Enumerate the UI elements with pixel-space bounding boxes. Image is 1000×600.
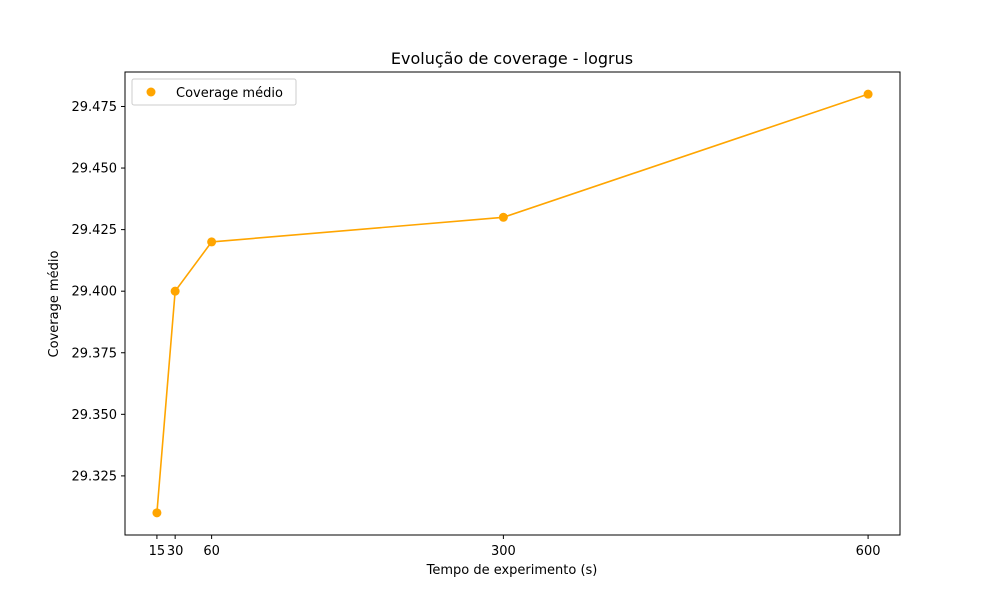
x-tick-label: 30 bbox=[167, 544, 184, 559]
y-tick-label: 29.475 bbox=[72, 100, 118, 115]
legend-frame bbox=[131, 78, 297, 106]
x-tick-label: 60 bbox=[203, 544, 220, 559]
axis-ticks: 15 30 60 300 600 29.325 29.350 29.375 29.400 29.4… bbox=[72, 100, 881, 559]
legend: Coverage médio bbox=[131, 78, 297, 106]
legend-marker bbox=[146, 87, 156, 97]
x-tick-label: 600 bbox=[856, 544, 881, 559]
series-line-coverage-medio bbox=[156, 93, 869, 513]
legend-entry-coverage-medio: Coverage médio bbox=[176, 86, 283, 101]
data-point bbox=[863, 89, 873, 99]
series-group bbox=[152, 89, 873, 518]
y-tick-label: 29.425 bbox=[72, 223, 118, 238]
y-tick-label: 29.400 bbox=[72, 285, 118, 300]
data-point bbox=[170, 286, 180, 296]
data-point bbox=[498, 212, 508, 222]
chart-title: Evolução de coverage - logrus bbox=[391, 49, 633, 68]
data-point bbox=[207, 237, 217, 247]
y-axis-label: Coverage médio bbox=[47, 251, 62, 358]
x-tick-label: 15 bbox=[149, 544, 166, 559]
plot-area-frame bbox=[124, 71, 901, 536]
x-tick-label: 300 bbox=[491, 544, 516, 559]
y-tick-label: 29.375 bbox=[72, 346, 118, 361]
data-point bbox=[152, 508, 162, 518]
x-axis-label: Tempo de experimento (s) bbox=[426, 563, 598, 578]
y-tick-label: 29.450 bbox=[72, 162, 118, 177]
y-tick-label: 29.325 bbox=[72, 469, 118, 484]
y-tick-label: 29.350 bbox=[72, 408, 118, 423]
